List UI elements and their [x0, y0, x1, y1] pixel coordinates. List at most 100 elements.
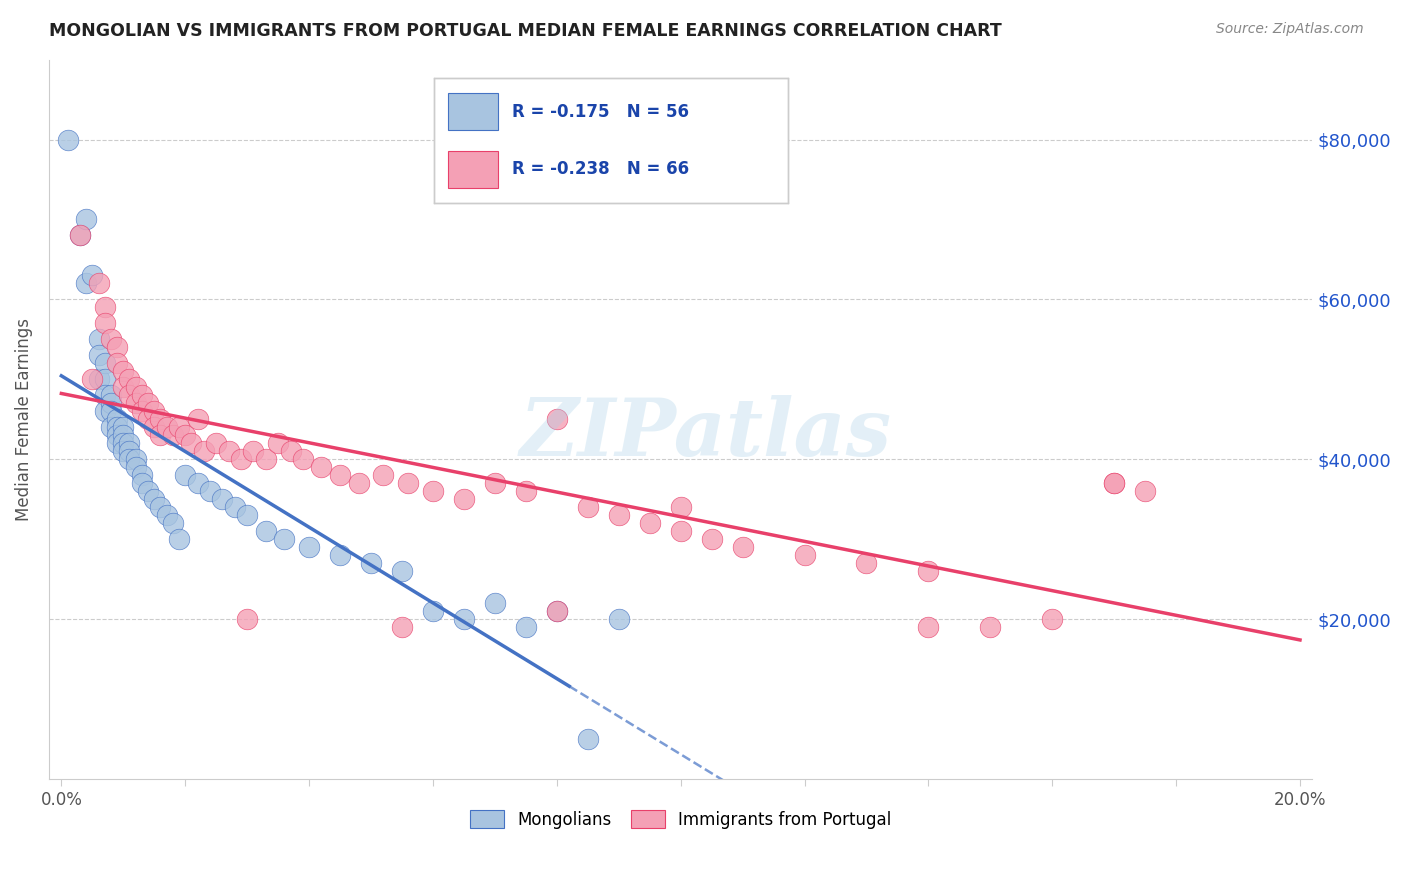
- Text: Source: ZipAtlas.com: Source: ZipAtlas.com: [1216, 22, 1364, 37]
- Point: [700, 532, 723, 546]
- Point: [93, 388, 115, 402]
- Point: [75, 277, 97, 291]
- Y-axis label: Median Female Earnings: Median Female Earnings: [15, 318, 32, 521]
- Point: [236, 508, 259, 523]
- Point: [56, 132, 79, 146]
- Point: [329, 548, 352, 562]
- Point: [118, 372, 141, 386]
- Point: [607, 612, 630, 626]
- Point: [105, 420, 128, 434]
- Point: [105, 436, 128, 450]
- Point: [100, 332, 122, 346]
- Point: [149, 412, 172, 426]
- Point: [131, 404, 153, 418]
- Point: [373, 468, 395, 483]
- Point: [205, 436, 228, 450]
- Point: [124, 452, 146, 467]
- Point: [131, 468, 153, 483]
- Point: [105, 356, 128, 370]
- Point: [100, 388, 122, 402]
- Point: [731, 540, 754, 554]
- Point: [360, 556, 382, 570]
- Point: [69, 228, 91, 243]
- Point: [105, 428, 128, 442]
- Point: [187, 412, 209, 426]
- Point: [347, 476, 370, 491]
- Point: [112, 436, 135, 450]
- Point: [1133, 484, 1156, 499]
- Point: [174, 468, 197, 483]
- Point: [118, 436, 141, 450]
- Point: [162, 428, 184, 442]
- Point: [156, 420, 179, 434]
- Point: [546, 604, 568, 618]
- Point: [149, 500, 172, 515]
- Point: [93, 301, 115, 315]
- Point: [607, 508, 630, 523]
- Point: [422, 484, 444, 499]
- Point: [1040, 612, 1063, 626]
- Point: [87, 332, 110, 346]
- Point: [118, 388, 141, 402]
- Point: [118, 452, 141, 467]
- Point: [273, 532, 295, 546]
- Point: [193, 444, 215, 458]
- Point: [229, 452, 252, 467]
- Point: [396, 476, 419, 491]
- Point: [87, 277, 110, 291]
- Point: [124, 460, 146, 475]
- Point: [75, 212, 97, 227]
- Point: [93, 356, 115, 370]
- Point: [143, 404, 166, 418]
- Point: [112, 444, 135, 458]
- Point: [254, 452, 277, 467]
- Point: [187, 476, 209, 491]
- Point: [198, 484, 221, 499]
- Point: [917, 564, 939, 578]
- Point: [124, 396, 146, 410]
- Point: [669, 500, 692, 515]
- Text: MONGOLIAN VS IMMIGRANTS FROM PORTUGAL MEDIAN FEMALE EARNINGS CORRELATION CHART: MONGOLIAN VS IMMIGRANTS FROM PORTUGAL ME…: [49, 22, 1002, 40]
- Point: [311, 460, 333, 475]
- Point: [112, 420, 135, 434]
- Point: [391, 564, 413, 578]
- Point: [105, 340, 128, 354]
- Point: [236, 612, 259, 626]
- Point: [453, 612, 475, 626]
- Point: [515, 484, 537, 499]
- Point: [93, 372, 115, 386]
- Point: [124, 380, 146, 394]
- Point: [484, 596, 506, 610]
- Point: [576, 731, 599, 746]
- Point: [143, 420, 166, 434]
- Point: [218, 444, 240, 458]
- Point: [267, 436, 290, 450]
- Point: [453, 492, 475, 507]
- Point: [143, 492, 166, 507]
- Point: [167, 532, 190, 546]
- Text: ZIPatlas: ZIPatlas: [520, 395, 891, 473]
- Point: [100, 404, 122, 418]
- Point: [546, 604, 568, 618]
- Point: [979, 620, 1001, 634]
- Point: [162, 516, 184, 531]
- Point: [242, 444, 264, 458]
- Point: [180, 436, 202, 450]
- Point: [576, 500, 599, 515]
- Point: [211, 492, 233, 507]
- Point: [917, 620, 939, 634]
- Point: [112, 380, 135, 394]
- Point: [855, 556, 877, 570]
- Point: [136, 396, 159, 410]
- Point: [422, 604, 444, 618]
- Point: [224, 500, 246, 515]
- Point: [136, 412, 159, 426]
- Point: [131, 476, 153, 491]
- Point: [149, 428, 172, 442]
- Point: [254, 524, 277, 538]
- Point: [87, 372, 110, 386]
- Point: [391, 620, 413, 634]
- Point: [1102, 476, 1125, 491]
- Point: [131, 388, 153, 402]
- Point: [100, 396, 122, 410]
